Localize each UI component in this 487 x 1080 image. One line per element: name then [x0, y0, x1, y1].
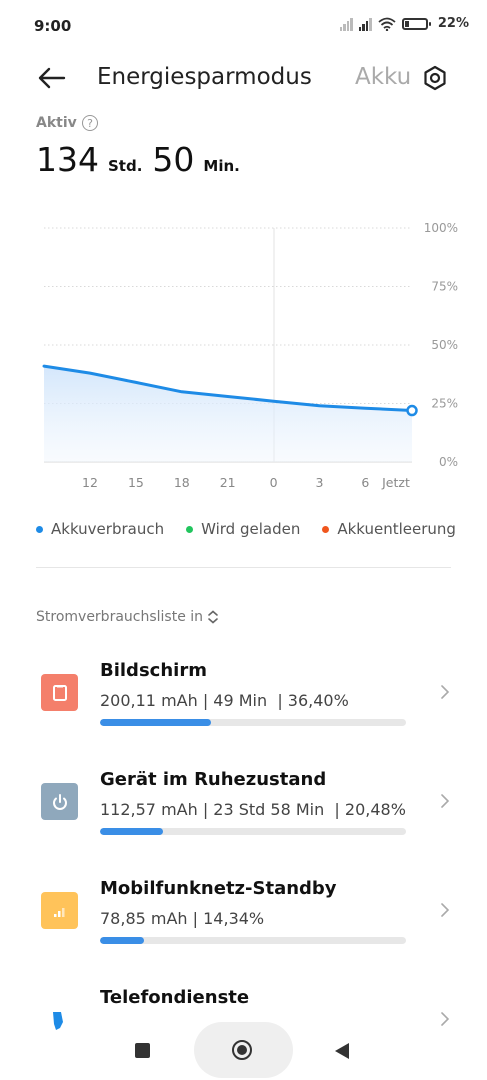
usage-item-name: Telefondienste [100, 987, 250, 1008]
chart-legend: Akkuverbrauch Wird geladen Akkuentleerung [36, 520, 456, 538]
legend-item: Akkuverbrauch [36, 520, 164, 538]
minutes-value: 50 [152, 140, 195, 179]
legend-label: Akkuentleerung [337, 520, 456, 538]
usage-list-header: Stromverbrauchsliste in [36, 609, 204, 625]
usage-list-item[interactable]: Telefondienste [0, 972, 487, 1072]
usage-bar-fill [100, 937, 144, 944]
y-tick-label: 0% [439, 455, 458, 469]
wifi-icon [378, 17, 396, 31]
status-time: 9:00 [34, 17, 72, 35]
hours-value: 134 [36, 140, 99, 179]
usage-list-sort[interactable]: Stromverbrauchsliste in [36, 609, 219, 625]
current-point [406, 404, 418, 417]
x-tick-label: 15 [128, 475, 144, 490]
help-icon[interactable]: ? [82, 115, 98, 131]
legend-item: Wird geladen [186, 520, 300, 538]
page-title: Energiesparmodus [97, 64, 312, 90]
y-tick-label: 75% [431, 280, 458, 294]
active-label: Aktiv [36, 115, 77, 131]
usage-list-item[interactable]: Mobilfunknetz-Standby 78,85 mAh | 14,34% [0, 863, 487, 963]
hours-unit: Std. [108, 157, 143, 175]
chevron-right-icon [441, 794, 450, 808]
sort-chevrons-icon [208, 610, 218, 624]
legend-label: Wird geladen [201, 520, 301, 538]
usage-list-item[interactable]: Bildschirm 200,11 mAh | 49 Min | 36,40% [0, 645, 487, 745]
y-tick-label: 100% [424, 221, 458, 235]
chevron-right-icon [441, 685, 450, 699]
signal-icon [41, 892, 78, 929]
usage-item-stats: 78,85 mAh | 14,34% [100, 909, 265, 928]
minutes-unit: Min. [203, 157, 240, 175]
legend-dot [322, 525, 330, 533]
x-tick-label: 3 [316, 475, 324, 490]
chevron-right-icon [441, 903, 450, 917]
power-icon [41, 783, 78, 820]
legend-item: Akkuentleerung [322, 520, 456, 538]
signal-icon-1 [339, 17, 353, 31]
x-tick-label: 0 [270, 475, 278, 490]
chevron-right-icon [441, 1012, 450, 1026]
battery-chart[interactable]: 100% 75% 50% 25% 0% 12 15 18 21 0 3 6 Jetzt [0, 210, 487, 500]
x-tick-label: Jetzt [381, 475, 410, 490]
series-line [42, 364, 414, 412]
usage-bar-fill [100, 719, 212, 726]
usage-item-stats: 112,57 mAh | 23 Std 58 Min | 20,48% [100, 800, 406, 819]
phone-icon [41, 1001, 78, 1038]
usage-bar [100, 828, 406, 835]
y-tick-label: 50% [431, 338, 458, 352]
battery-icon [401, 17, 431, 30]
tab-akku[interactable]: Akku [355, 64, 410, 90]
battery-percent: 22% [437, 16, 469, 31]
usage-item-stats: 200,11 mAh | 49 Min | 36,40% [100, 691, 349, 710]
status-icons: 22% [339, 16, 469, 31]
usage-bar-fill [100, 828, 163, 835]
legend-dot [36, 525, 43, 533]
usage-bar [100, 937, 406, 944]
legend-dot [186, 525, 194, 533]
usage-list-item[interactable]: Gerät im Ruhezustand 112,57 mAh | 23 Std … [0, 754, 487, 854]
usage-item-name: Mobilfunknetz-Standby [100, 878, 337, 899]
home-button[interactable] [232, 1040, 252, 1060]
usage-item-name: Bildschirm [100, 660, 207, 681]
gear-icon[interactable] [421, 64, 449, 92]
usage-item-name: Gerät im Ruhezustand [100, 769, 327, 790]
usage-bar [100, 719, 406, 726]
back-arrow-icon[interactable] [36, 62, 68, 94]
x-tick-label: 6 [361, 475, 369, 490]
divider [36, 567, 451, 568]
back-button[interactable] [335, 1043, 349, 1059]
active-duration: 134 Std. 50 Min. [36, 140, 250, 179]
x-tick-label: 18 [174, 475, 190, 490]
legend-label: Akkuverbrauch [51, 520, 165, 538]
series-area [44, 366, 412, 462]
y-tick-label: 25% [431, 397, 458, 411]
x-tick-label: 21 [220, 475, 236, 490]
signal-icon-2 [358, 17, 372, 31]
x-tick-label: 12 [82, 475, 98, 490]
screen-icon [41, 674, 78, 711]
recent-apps-button[interactable] [135, 1043, 150, 1058]
